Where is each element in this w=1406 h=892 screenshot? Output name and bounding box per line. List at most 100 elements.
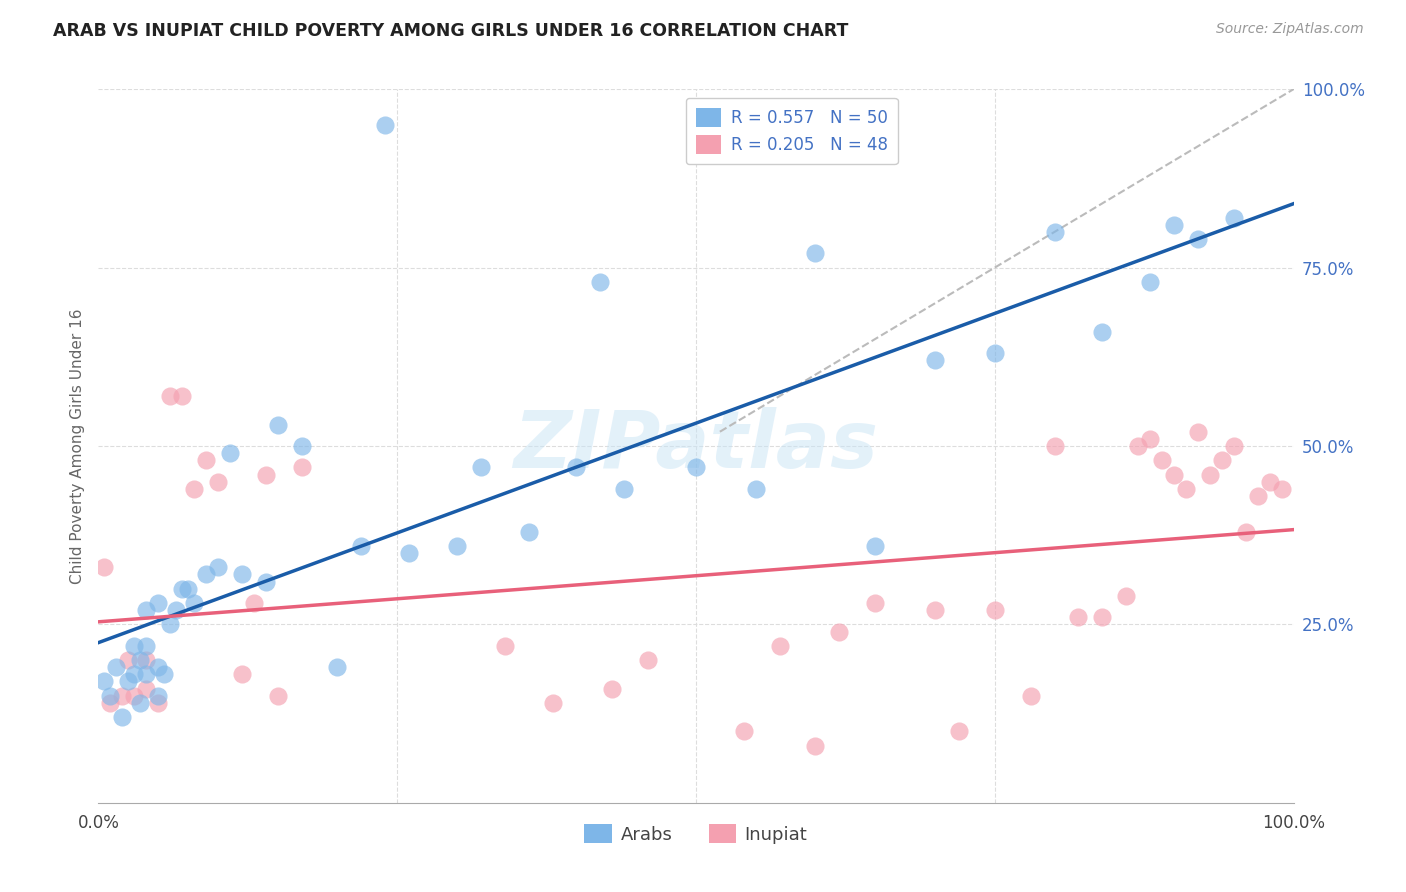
Point — [1187, 232, 1209, 246]
Point — [745, 482, 768, 496]
Point — [148, 689, 170, 703]
Y-axis label: Child Poverty Among Girls Under 16: Child Poverty Among Girls Under 16 — [69, 309, 84, 583]
Point — [924, 603, 946, 617]
Point — [254, 467, 277, 482]
Point — [135, 639, 157, 653]
Point — [231, 567, 253, 582]
Point — [135, 653, 157, 667]
Point — [183, 482, 205, 496]
Point — [111, 689, 134, 703]
Point — [494, 639, 516, 653]
Point — [565, 460, 588, 475]
Point — [291, 439, 314, 453]
Point — [1091, 325, 1114, 339]
Point — [98, 696, 122, 710]
Point — [129, 696, 152, 710]
Point — [517, 524, 540, 539]
Point — [685, 460, 707, 475]
Point — [172, 389, 194, 403]
Point — [129, 653, 152, 667]
Point — [1091, 610, 1114, 624]
Point — [98, 689, 122, 703]
Point — [291, 460, 314, 475]
Point — [93, 674, 115, 689]
Point — [1223, 211, 1246, 225]
Point — [135, 681, 157, 696]
Point — [117, 674, 139, 689]
Point — [148, 696, 170, 710]
Point — [177, 582, 200, 596]
Point — [1067, 610, 1090, 624]
Point — [254, 574, 277, 589]
Point — [135, 667, 157, 681]
Point — [984, 346, 1007, 360]
Point — [93, 560, 115, 574]
Point — [135, 603, 157, 617]
Point — [159, 389, 181, 403]
Point — [984, 603, 1007, 617]
Point — [398, 546, 420, 560]
Point — [1199, 467, 1222, 482]
Point — [231, 667, 253, 681]
Point — [124, 667, 146, 681]
Point — [804, 739, 827, 753]
Point — [637, 653, 659, 667]
Point — [804, 246, 827, 260]
Point — [1223, 439, 1246, 453]
Point — [1211, 453, 1233, 467]
Point — [948, 724, 970, 739]
Point — [589, 275, 612, 289]
Point — [148, 596, 170, 610]
Point — [124, 639, 146, 653]
Point — [207, 475, 229, 489]
Point — [207, 560, 229, 574]
Point — [111, 710, 134, 724]
Point — [195, 453, 218, 467]
Point — [541, 696, 564, 710]
Point — [148, 660, 170, 674]
Point — [1139, 432, 1161, 446]
Point — [1152, 453, 1174, 467]
Legend: Arabs, Inupiat: Arabs, Inupiat — [578, 817, 814, 851]
Point — [1128, 439, 1150, 453]
Point — [1175, 482, 1198, 496]
Point — [1271, 482, 1294, 496]
Text: Source: ZipAtlas.com: Source: ZipAtlas.com — [1216, 22, 1364, 37]
Point — [1258, 475, 1281, 489]
Point — [446, 539, 468, 553]
Point — [350, 539, 373, 553]
Point — [865, 539, 887, 553]
Point — [183, 596, 205, 610]
Point — [1115, 589, 1137, 603]
Point — [153, 667, 176, 681]
Text: ARAB VS INUPIAT CHILD POVERTY AMONG GIRLS UNDER 16 CORRELATION CHART: ARAB VS INUPIAT CHILD POVERTY AMONG GIRL… — [53, 22, 849, 40]
Point — [219, 446, 242, 460]
Point — [159, 617, 181, 632]
Point — [195, 567, 218, 582]
Point — [828, 624, 851, 639]
Point — [1247, 489, 1270, 503]
Point — [374, 118, 396, 132]
Point — [1043, 225, 1066, 239]
Point — [613, 482, 636, 496]
Point — [768, 639, 790, 653]
Point — [1163, 218, 1185, 232]
Point — [267, 417, 290, 432]
Point — [865, 596, 887, 610]
Point — [267, 689, 290, 703]
Point — [470, 460, 492, 475]
Point — [733, 724, 755, 739]
Point — [124, 689, 146, 703]
Text: ZIPatlas: ZIPatlas — [513, 407, 879, 485]
Point — [1019, 689, 1042, 703]
Point — [326, 660, 349, 674]
Point — [1043, 439, 1066, 453]
Point — [117, 653, 139, 667]
Point — [1187, 425, 1209, 439]
Point — [172, 582, 194, 596]
Point — [105, 660, 128, 674]
Point — [924, 353, 946, 368]
Point — [602, 681, 624, 696]
Point — [1139, 275, 1161, 289]
Point — [165, 603, 187, 617]
